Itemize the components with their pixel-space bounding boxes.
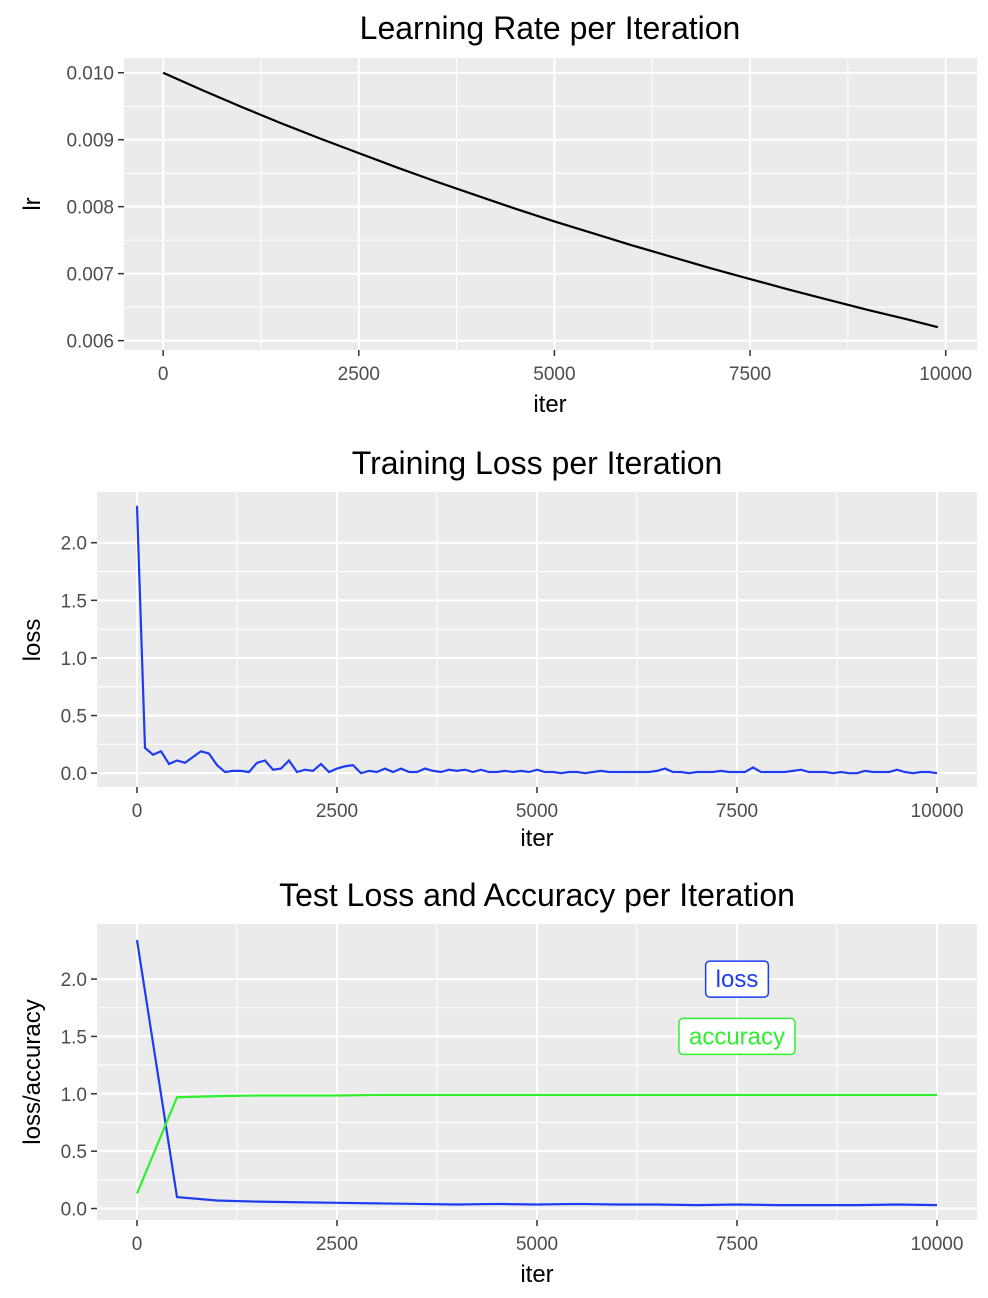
- annotation-accuracy-text: accuracy: [689, 1023, 785, 1050]
- chart-train-loss-x-title: iter: [520, 825, 553, 852]
- x-tick-label: 10000: [919, 364, 972, 385]
- chart-test-title: Test Loss and Accuracy per Iteration: [279, 877, 795, 913]
- y-tick-label: 0.5: [61, 1142, 87, 1163]
- chart-lr-title: Learning Rate per Iteration: [360, 10, 741, 46]
- y-tick-label: 0.006: [66, 332, 114, 353]
- x-tick-label: 10000: [911, 1234, 964, 1255]
- x-tick-label: 0: [158, 364, 169, 385]
- chart-test-line-loss: [135, 939, 938, 1207]
- chart-lr-line: [162, 71, 939, 329]
- y-tick-label: 1.5: [61, 591, 87, 612]
- chart-lr-y-title: lr: [19, 197, 46, 210]
- x-tick-label: 7500: [716, 1234, 758, 1255]
- chart-lr-grid: [118, 58, 977, 356]
- x-tick-label: 2500: [316, 1234, 358, 1255]
- chart-train-loss: Training Loss per Iteration 0 2500 5000 …: [19, 445, 977, 852]
- y-tick-label: 0.5: [61, 707, 87, 728]
- y-tick-label: 2.0: [61, 970, 87, 991]
- y-tick-label: 0.007: [66, 265, 114, 286]
- chart-train-loss-title: Training Loss per Iteration: [352, 445, 723, 481]
- chart-train-loss-y-title: loss: [19, 619, 46, 662]
- x-tick-label: 10000: [911, 801, 964, 822]
- chart-test-grid: [91, 924, 977, 1226]
- chart-test-y-title: loss/accuracy: [19, 999, 46, 1144]
- chart-lr-x-axis: 0 2500 5000 7500 10000: [158, 364, 972, 385]
- chart-test-x-axis: 0 2500 5000 7500 10000: [132, 1234, 964, 1255]
- chart-test-line-accuracy: [135, 1093, 937, 1195]
- annotation-accuracy-label: accuracy: [678, 1017, 796, 1056]
- x-tick-label: 2500: [316, 801, 358, 822]
- chart-train-loss-line: [135, 505, 938, 775]
- x-tick-label: 7500: [716, 801, 758, 822]
- chart-lr-y-axis: 0.006 0.007 0.008 0.009 0.010: [66, 64, 114, 353]
- chart-test-x-title: iter: [520, 1261, 553, 1288]
- annotation-loss-label: loss: [704, 960, 770, 998]
- x-tick-label: 5000: [516, 1234, 558, 1255]
- x-tick-label: 7500: [729, 364, 771, 385]
- y-tick-label: 1.5: [61, 1027, 87, 1048]
- chart-train-loss-grid: [91, 492, 977, 793]
- y-tick-label: 1.0: [61, 649, 87, 670]
- y-tick-label: 0.010: [66, 64, 114, 85]
- x-tick-label: 5000: [516, 801, 558, 822]
- x-tick-label: 2500: [338, 364, 380, 385]
- y-tick-label: 0.008: [66, 198, 114, 219]
- chart-train-loss-x-axis: 0 2500 5000 7500 10000: [132, 801, 964, 822]
- x-tick-label: 5000: [533, 364, 575, 385]
- x-tick-label: 0: [132, 801, 143, 822]
- chart-lr: Learning Rate per Iteration 0 2500 5000 …: [19, 10, 977, 418]
- y-tick-label: 0.009: [66, 131, 114, 152]
- y-tick-label: 2.0: [61, 534, 87, 555]
- chart-train-loss-y-axis: 0.0 0.5 1.0 1.5 2.0: [61, 534, 87, 785]
- chart-lr-x-title: iter: [533, 391, 566, 418]
- y-tick-label: 1.0: [61, 1085, 87, 1106]
- x-tick-label: 0: [132, 1234, 143, 1255]
- y-tick-label: 0.0: [61, 1200, 87, 1221]
- chart-test: Test Loss and Accuracy per Iteration los…: [19, 877, 977, 1288]
- annotation-loss-text: loss: [716, 966, 759, 993]
- y-tick-label: 0.0: [61, 764, 87, 785]
- chart-test-y-axis: 0.0 0.5 1.0 1.5 2.0: [61, 970, 87, 1220]
